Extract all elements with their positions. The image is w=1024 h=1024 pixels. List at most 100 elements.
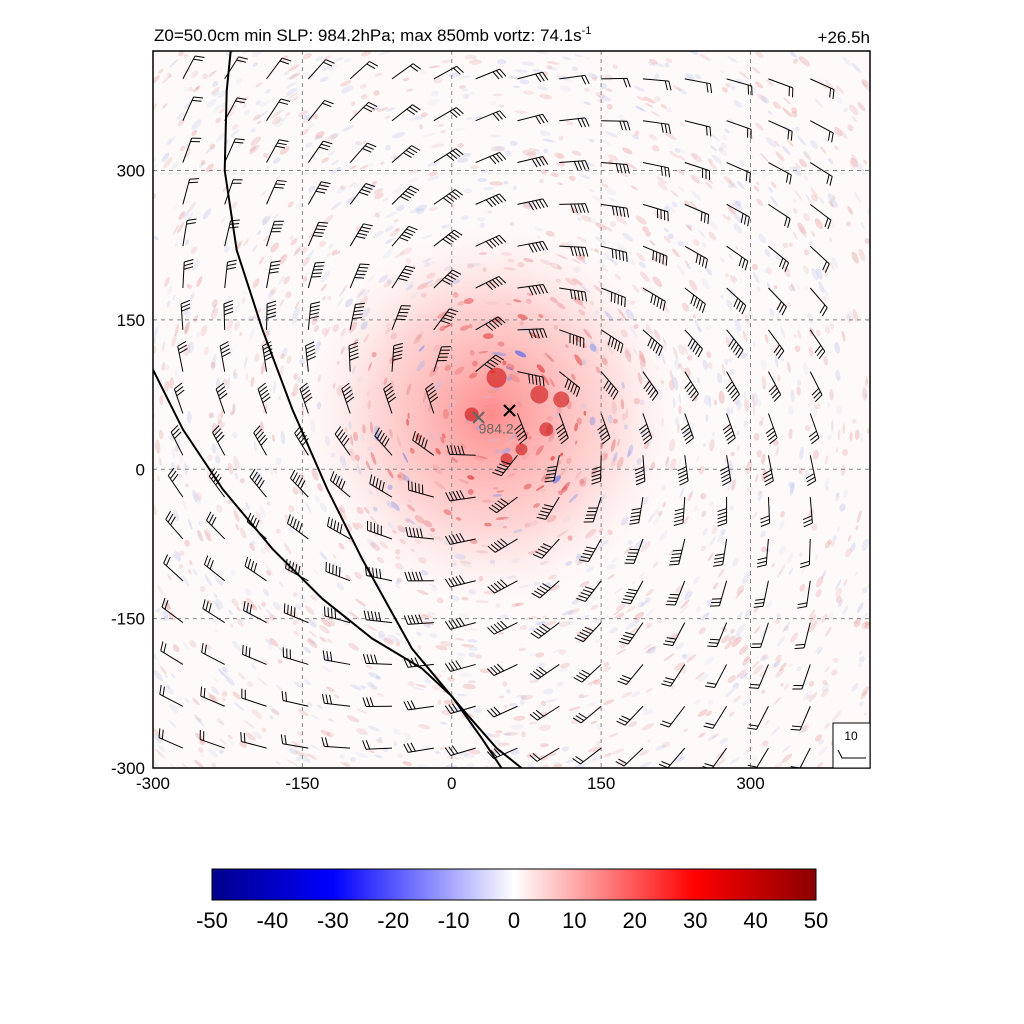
- vorticity-cell: [693, 504, 699, 512]
- wind-barb: [492, 454, 518, 477]
- vorticity-cell: [434, 481, 446, 490]
- vorticity-cell: [700, 493, 707, 500]
- vorticity-cell: [193, 492, 200, 505]
- vorticity-cell: [661, 484, 666, 491]
- vorticity-cell: [161, 362, 166, 371]
- vorticity-cell: [468, 589, 476, 595]
- vorticity-cell: [579, 580, 590, 588]
- vorticity-cell: [157, 585, 164, 595]
- vorticity-cell: [691, 191, 702, 201]
- vorticity-cell: [586, 759, 599, 764]
- vorticity-cell: [549, 297, 558, 303]
- wind-barb: [391, 342, 404, 372]
- vorticity-cell: [456, 157, 469, 164]
- vorticity-cell: [474, 455, 488, 460]
- vorticity-cell: [369, 515, 379, 526]
- vorticity-cell: [645, 588, 654, 597]
- wind-barb: [642, 78, 672, 91]
- vorticity-cell: [198, 496, 202, 504]
- wind-barb: [530, 622, 560, 639]
- wind-barb: [642, 162, 671, 178]
- vorticity-cell: [752, 271, 760, 284]
- vorticity-cell: [263, 152, 269, 159]
- vorticity-cell: [507, 258, 515, 263]
- vorticity-cell: [678, 405, 682, 415]
- wind-barb: [559, 203, 589, 214]
- vorticity-cell: [490, 764, 497, 768]
- vorticity-cell: [501, 252, 512, 256]
- vorticity-cell: [368, 750, 375, 754]
- vorticity-cell: [857, 102, 866, 112]
- vorticity-cell: [363, 334, 369, 343]
- vorticity-cell: [782, 145, 791, 155]
- wind-barb: [159, 684, 184, 707]
- vorticity-cell: [601, 140, 612, 145]
- vorticity-cell: [486, 732, 492, 737]
- vorticity-cell: [198, 161, 205, 168]
- vorticity-cell: [728, 711, 735, 717]
- vorticity-cell: [420, 112, 428, 117]
- wind-barb: [684, 120, 712, 137]
- vorticity-cell: [311, 468, 319, 481]
- vorticity-cell: [202, 73, 208, 80]
- wind-barb: [768, 245, 789, 272]
- vorticity-cell: [765, 267, 773, 275]
- vorticity-cell: [578, 309, 586, 316]
- vorticity-cell: [606, 343, 614, 355]
- vorticity-cell: [672, 376, 679, 391]
- vorticity-cell: [724, 358, 729, 366]
- vorticity-cell: [250, 136, 262, 147]
- vorticity-cell: [739, 672, 748, 680]
- vorticity-cell: [764, 249, 771, 258]
- chart-title: Z0=50.0cm min SLP: 984.2hPa; max 850mb v…: [154, 25, 591, 45]
- vorticity-cell: [621, 413, 627, 421]
- vorticity-cell: [184, 539, 191, 547]
- vorticity-cell: [636, 96, 646, 102]
- vorticity-cell: [172, 294, 176, 301]
- vorticity-cell: [671, 201, 678, 208]
- vorticity-cell: [695, 74, 702, 80]
- vorticity-cell: [710, 133, 720, 142]
- vorticity-cell: [725, 273, 729, 278]
- vorticity-cell: [167, 285, 173, 296]
- vorticity-cell: [429, 432, 434, 442]
- vorticity-cell: [546, 64, 553, 70]
- vorticity-cell: [714, 399, 718, 406]
- vorticity-cell: [194, 717, 205, 727]
- wind-barb: [475, 234, 507, 249]
- vorticity-cell: [707, 552, 714, 562]
- vorticity-cell: [792, 208, 798, 214]
- vorticity-cell: [283, 275, 291, 285]
- vorticity-cell: [340, 80, 352, 87]
- vorticity-cell: [178, 564, 184, 570]
- vorticity-cell: [813, 98, 824, 109]
- vorticity-cell: [373, 230, 384, 239]
- vorticity-cell: [736, 399, 742, 411]
- wind-barb: [768, 120, 793, 141]
- vorticity-cell: [189, 560, 193, 566]
- vorticity-cell: [736, 623, 746, 635]
- vorticity-cell: [584, 167, 594, 173]
- vorticity-cell: [435, 645, 448, 651]
- vorticity-cell: [677, 240, 684, 247]
- vorticity-cell: [406, 383, 412, 396]
- vorticity-cell: [775, 654, 782, 662]
- vorticity-cell: [755, 51, 764, 59]
- vorticity-cell: [505, 436, 517, 446]
- vorticity-cell: [568, 493, 579, 503]
- vorticity-cell: [382, 197, 389, 202]
- vorticity-cell: [469, 59, 482, 65]
- vorticity-cell: [257, 120, 262, 124]
- vorticity-cell: [207, 692, 216, 701]
- vorticity-cell: [360, 685, 366, 689]
- vorticity-cell: [638, 572, 646, 579]
- vorticity-cell: [685, 223, 693, 231]
- wind-barb: [725, 371, 740, 402]
- vorticity-cell: [582, 260, 588, 265]
- vorticity-cell: [265, 609, 274, 617]
- vorticity-cell: [371, 180, 378, 185]
- vorticity-cell: [182, 500, 187, 511]
- vorticity-cell: [411, 686, 425, 691]
- vorticity-cell: [731, 86, 736, 91]
- vorticity-cell: [302, 114, 310, 121]
